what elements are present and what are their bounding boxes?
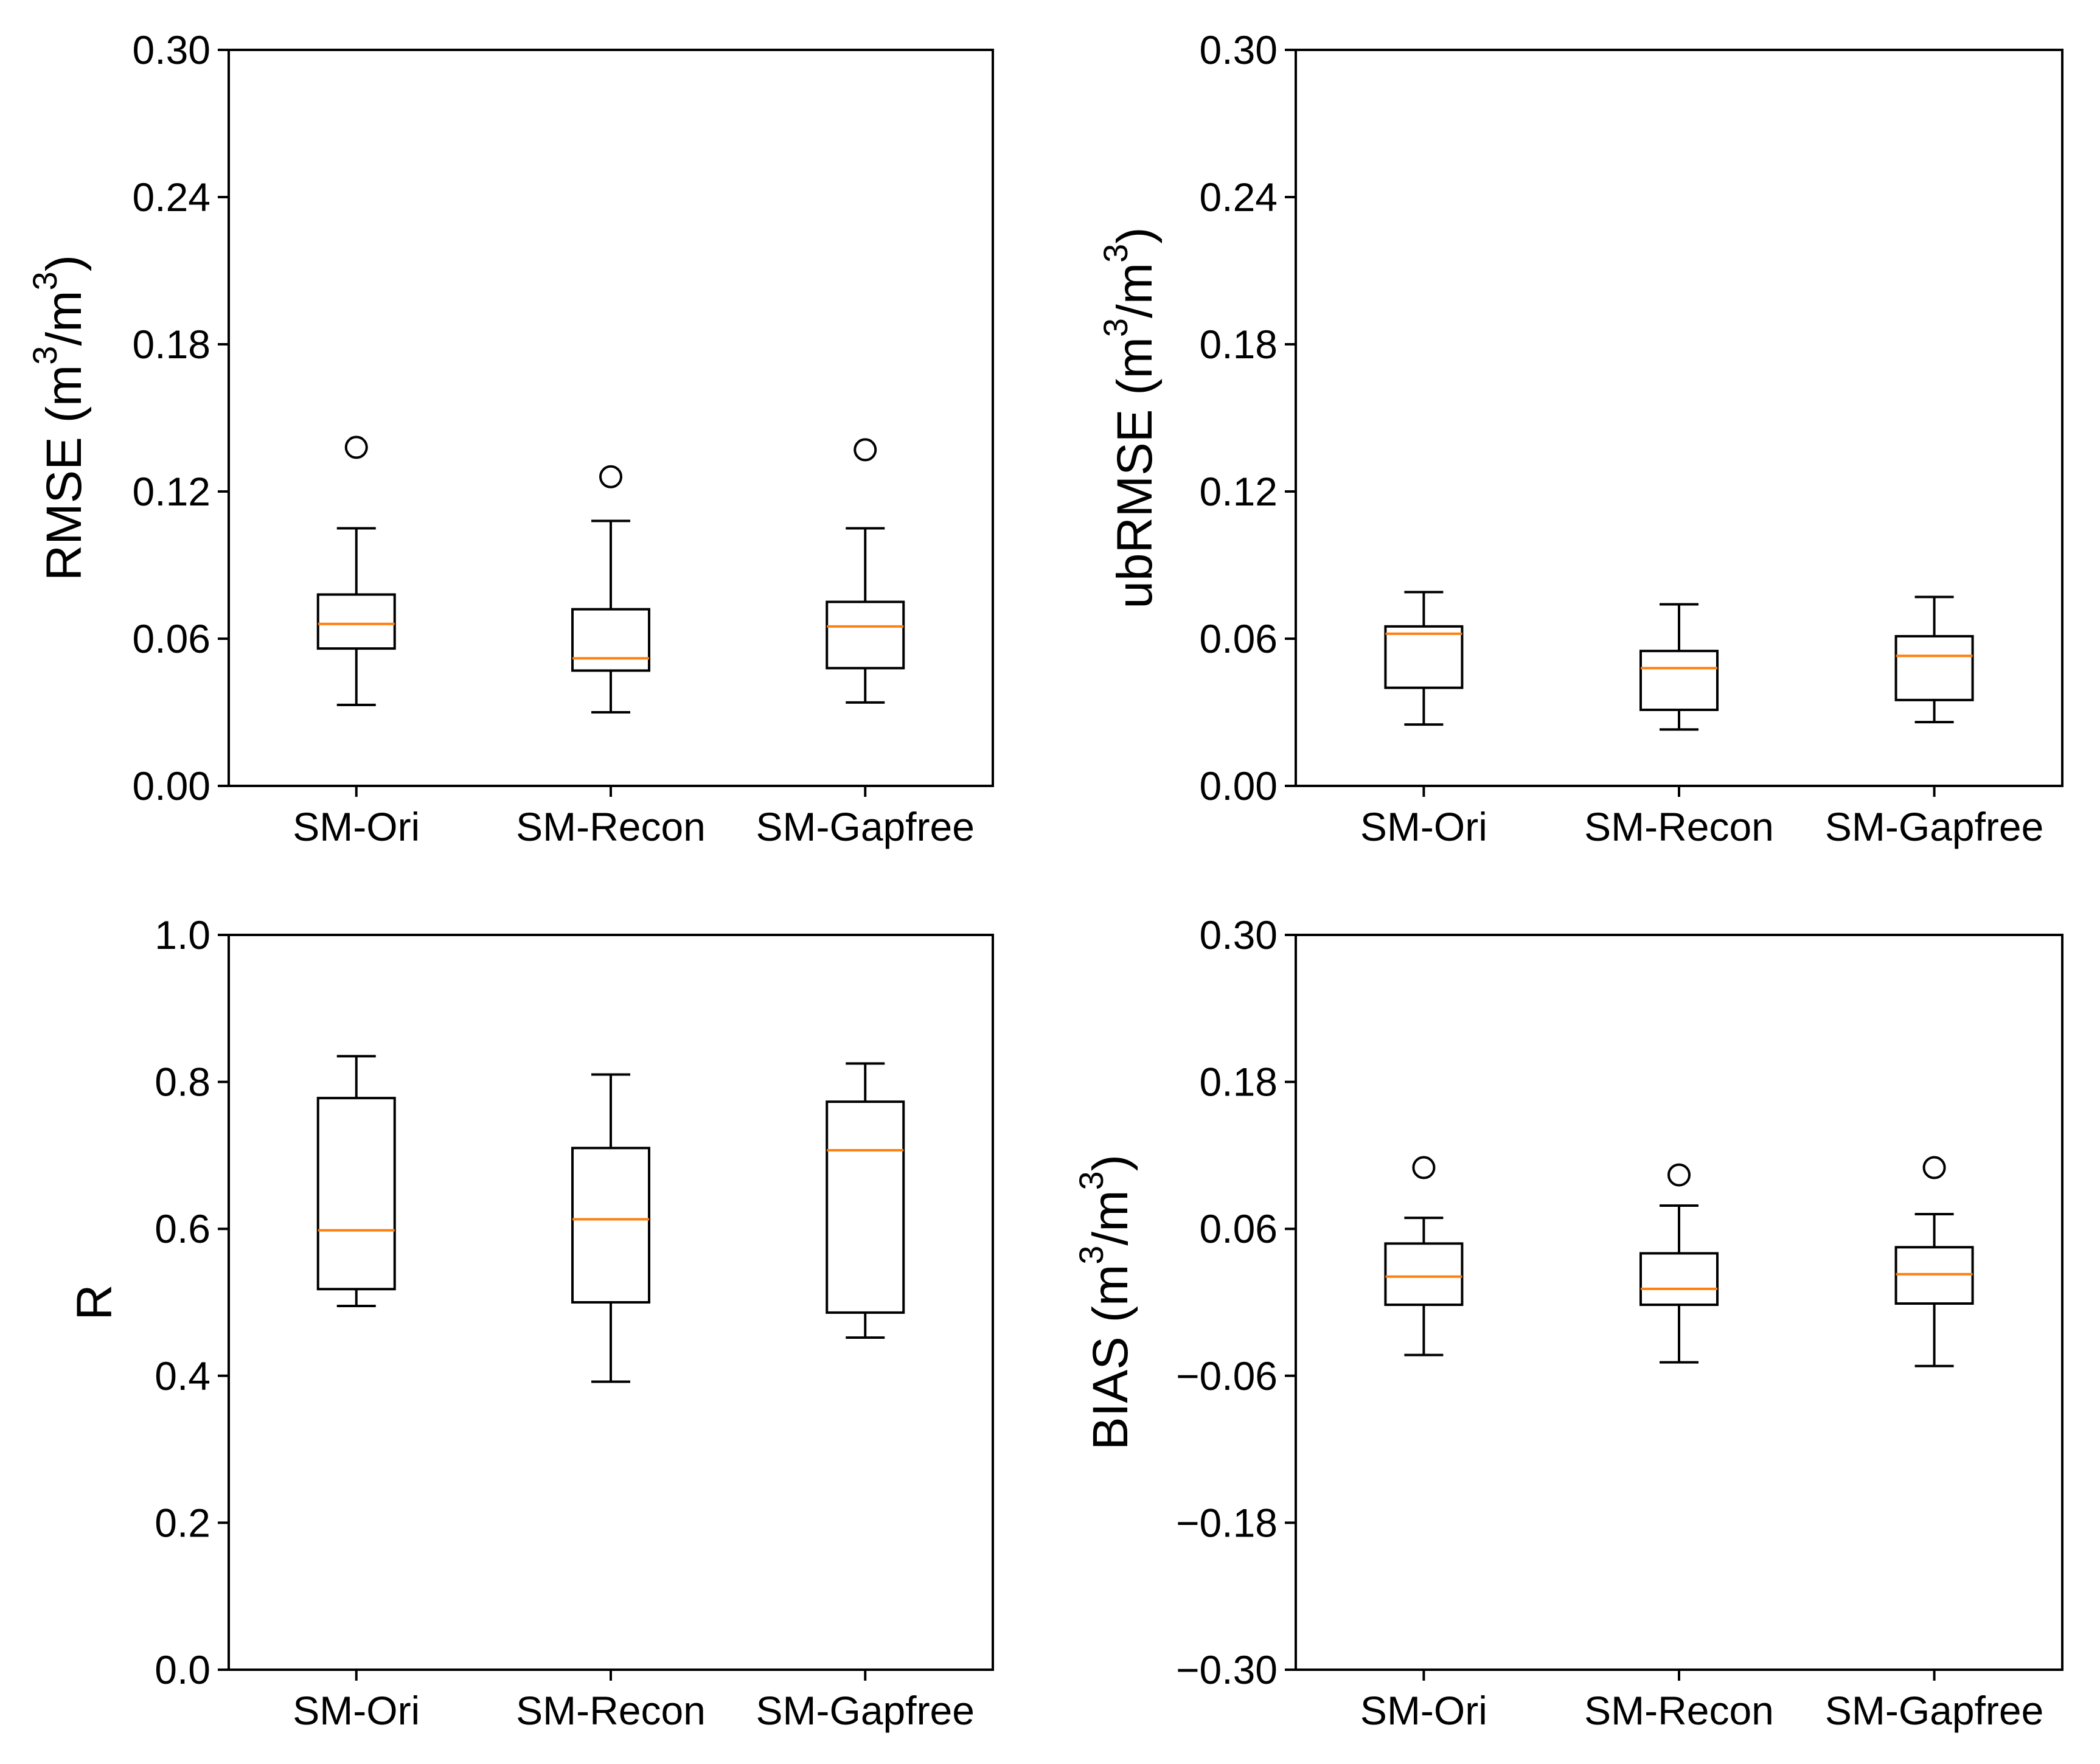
outlier-point [599,465,622,488]
box-SM-Gapfree [1894,1156,1974,1367]
x-tick-label: SM-Gapfree [756,804,975,849]
iqr-box [1639,650,1719,711]
box-SM-Ori [316,436,396,706]
x-tick-label: SM-Recon [516,1688,706,1733]
y-tick-label: 0.4 [155,1353,210,1398]
box-SM-Recon [571,465,650,714]
iqr-box [1894,1246,1974,1305]
panel-r: 0.0 0.2 0.4 0.6 0.8 1.0 SM-Ori SM-Recon SM-Gapfr… [67,912,994,1733]
y-tick-label: 0.6 [155,1206,210,1251]
outlier-point [1412,1156,1436,1179]
y-axis-label: ubRMSE (m3/m3) [1096,227,1163,608]
panel-rmse: 0.00 0.06 0.12 0.18 0.24 0.30 SM-Ori SM-Recon SM… [26,27,994,849]
panel-ubrmse: 0.00 0.06 0.12 0.18 0.24 0.30 SM-Ori SM-Recon SM… [1096,27,2063,849]
iqr-box [316,1097,396,1291]
box-SM-Recon [571,1073,650,1383]
iqr-box [1639,1252,1719,1307]
y-axis-label: RMSE (m3/m3) [26,255,92,581]
y-axis-label: R [67,1284,122,1320]
y-tick-label: 0.06 [133,616,210,661]
y-tick-label: 0.30 [1200,27,1278,72]
box-SM-Gapfree [826,1062,905,1339]
y-tick-label: 0.30 [1200,912,1278,957]
y-tick-label: 0.06 [1200,1206,1278,1251]
y-tick-label: −0.06 [1176,1353,1278,1398]
panel-bias: −0.30 −0.18 −0.06 0.06 0.18 0.30 SM-Ori SM-Reco… [1072,912,2063,1733]
x-tick-label: SM-Ori [1360,1688,1487,1733]
y-axis-label: BIAS (m3/m3) [1072,1155,1138,1450]
y-tick-label: 1.0 [155,912,210,957]
y-tick-label: 0.8 [155,1060,210,1105]
outlier-point [1667,1163,1691,1187]
y-tick-label: −0.18 [1176,1500,1278,1545]
y-tick-label: −0.30 [1176,1647,1278,1692]
x-tick-label: SM-Ori [293,1688,420,1733]
x-tick-label: SM-Ori [293,804,420,849]
y-tick-label: 0.12 [133,469,210,514]
iqr-box [1384,625,1464,689]
y-tick-label: 0.18 [133,322,210,367]
outlier-point [344,436,368,459]
outlier-point [1922,1156,1946,1179]
iqr-box [1384,1242,1464,1307]
y-tick-label: 0.0 [155,1647,210,1692]
box-SM-Gapfree [826,438,905,704]
y-tick-label: 0.18 [1200,322,1278,367]
box-SM-Gapfree [1894,596,1974,724]
y-tick-label: 0.12 [1200,469,1278,514]
y-tick-label: 0.00 [1200,763,1278,808]
box-SM-Recon [1639,603,1719,731]
y-tick-label: 0.24 [1200,175,1278,220]
x-tick-label: SM-Gapfree [1825,1688,2043,1733]
box-SM-Recon [1639,1163,1719,1364]
x-tick-label: SM-Recon [1584,1688,1774,1733]
x-tick-label: SM-Ori [1360,804,1487,849]
iqr-box [571,1147,650,1304]
iqr-box [1894,634,1974,701]
outlier-point [854,438,877,462]
y-tick-label: 0.24 [133,175,210,220]
x-tick-label: SM-Gapfree [756,1688,975,1733]
y-tick-label: 0.18 [1200,1060,1278,1105]
y-tick-label: 0.06 [1200,616,1278,661]
y-tick-label: 0.00 [133,763,210,808]
iqr-box [571,608,650,672]
x-tick-label: SM-Recon [1584,804,1774,849]
box-SM-Ori [1384,1156,1464,1356]
iqr-box [826,600,905,670]
y-tick-label: 0.2 [155,1500,210,1545]
box-SM-Ori [1384,591,1464,726]
x-tick-label: SM-Gapfree [1825,804,2043,849]
y-tick-label: 0.30 [133,27,210,72]
box-SM-Ori [316,1055,396,1308]
x-tick-label: SM-Recon [516,804,706,849]
iqr-box [316,593,396,650]
iqr-box [826,1100,905,1314]
